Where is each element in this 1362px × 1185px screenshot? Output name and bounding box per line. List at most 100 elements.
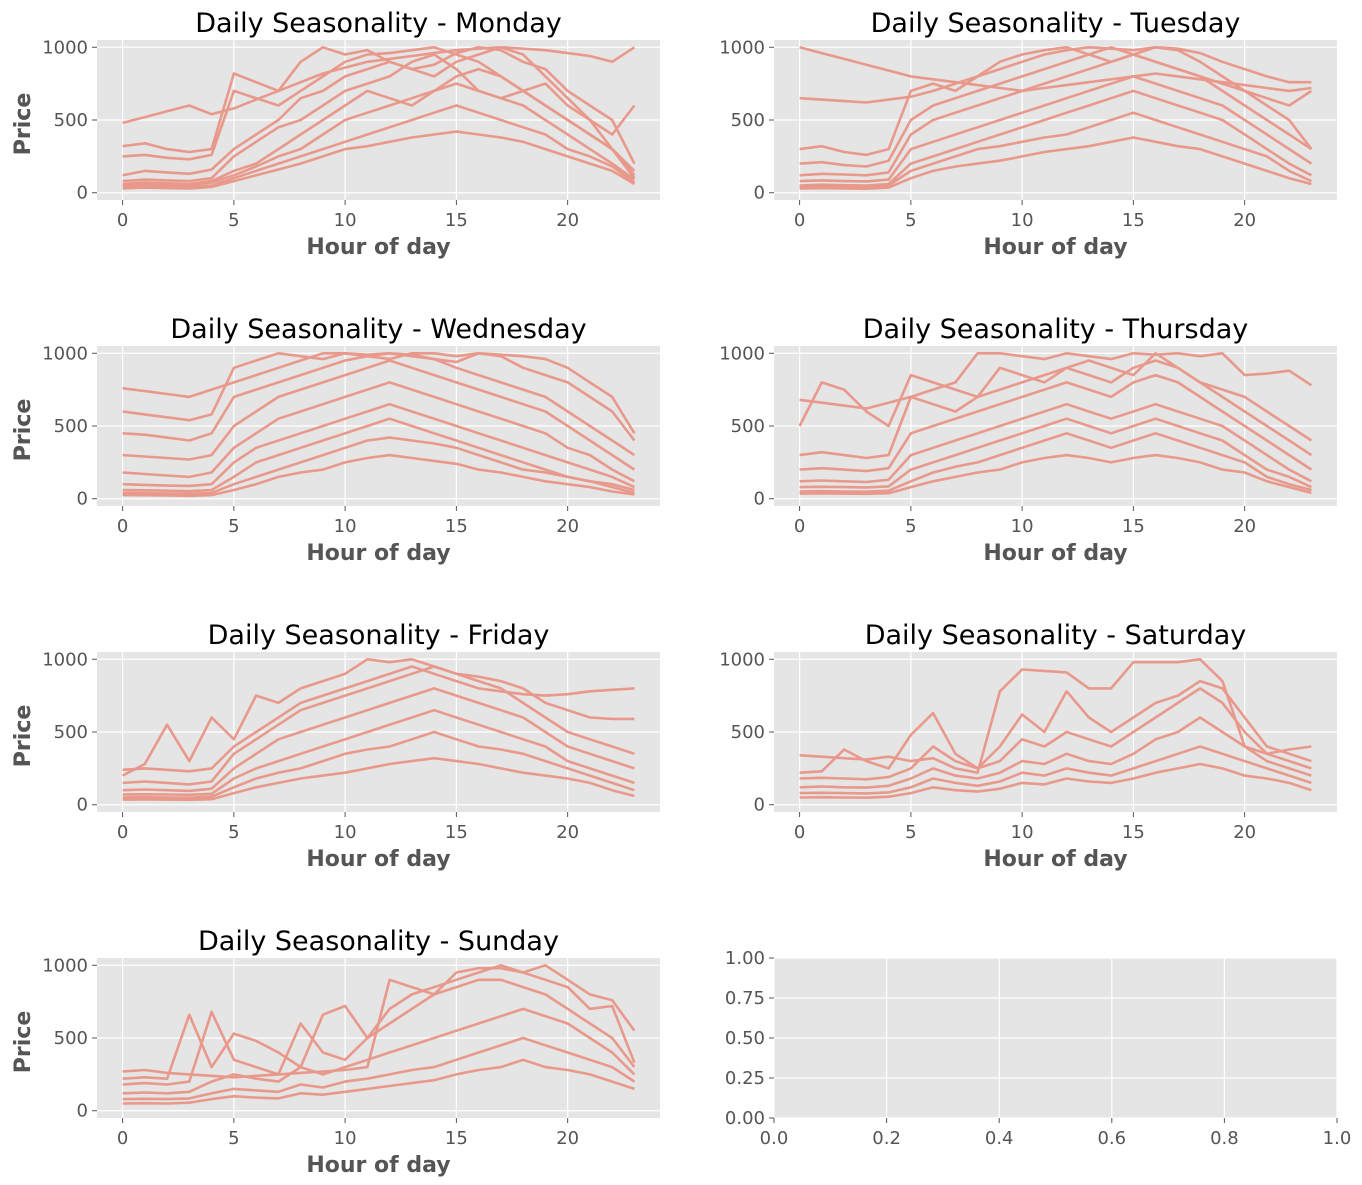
series-line-5 [799,417,1312,489]
series-line-5 [122,1058,635,1105]
subplot-2: 0 5 10 15 20 0 500 1000 Daily Seasonality - Wedn… [11,314,660,566]
subplot-4: 0 5 10 15 20 0 500 1000 Daily Seasonality - Frid… [11,620,660,872]
series-line-7 [799,453,1312,496]
series-line-6 [122,417,635,493]
x-tick-label: 20 [1233,210,1256,231]
y-tick-label: 1000 [719,649,765,670]
y-axis-label: Price [11,93,36,155]
subplot-title: Daily Seasonality - Sunday [198,926,559,957]
series-line-6 [799,432,1312,493]
y-tick-label: 500 [731,722,765,743]
x-tick-label: 15 [1122,516,1145,537]
series-line-7 [122,436,635,496]
y-axis-label: Price [11,399,36,461]
series-group [799,46,1313,190]
x-axis-label: Hour of day [306,847,450,872]
x-tick-label: 0.6 [1097,1128,1126,1149]
x-tick-label: 10 [1011,210,1034,231]
subplot-3: 0 5 10 15 20 0 500 1000 Daily Seasonality - Thur… [11,314,1337,566]
y-tick-label: 0 [754,489,765,510]
y-tick-label: 0.25 [725,1068,765,1089]
x-tick-label: 0.8 [1210,1128,1239,1149]
x-tick-label: 10 [1011,516,1034,537]
subplot-title: Daily Seasonality - Saturday [865,620,1247,651]
x-tick-label: 10 [334,1128,357,1149]
series-line-8 [122,130,636,190]
subplot-title: Daily Seasonality - Thursday [863,314,1248,345]
series-line-0 [122,665,635,773]
x-axis-label: Hour of day [983,847,1127,872]
x-axis-label: Hour of day [306,1153,450,1178]
series-line-4 [122,381,636,483]
x-tick-label: 0 [794,822,805,843]
y-axis-label: Price [11,93,36,155]
x-tick-label: 5 [905,822,916,843]
series-group [122,46,636,190]
y-tick-label: 0 [77,1101,88,1122]
subplot-6: 0 5 10 15 20 0 500 1000 Daily Seasonality - Sund… [11,926,660,1178]
series-line-2 [122,978,636,1086]
x-axis-label: Hour of day [306,235,450,260]
subplot-0: 0 5 10 15 20 0 500 1000 Daily Seasonality - Mond… [11,8,660,260]
series-line-3 [799,373,1313,473]
x-tick-label: 10 [334,822,357,843]
y-axis-label: Price [11,705,36,767]
series-line-0 [799,352,1313,410]
y-tick-label: 1000 [42,343,88,364]
y-axis-label: Price [11,399,36,461]
series-line-5 [122,67,636,186]
y-tick-label: 0 [77,489,88,510]
y-tick-label: 0.75 [725,988,765,1009]
x-tick-label: 1.0 [1323,1128,1352,1149]
x-tick-label: 5 [228,210,239,231]
x-axis-label: Hour of day [983,235,1127,260]
series-line-2 [799,687,1312,781]
x-tick-label: 0 [117,210,128,231]
series-line-4 [122,1036,636,1101]
x-tick-label: 20 [1233,516,1256,537]
y-tick-label: 500 [731,110,765,131]
series-line-0 [122,352,636,434]
y-axis-label: Price [11,1011,36,1073]
series-line-2 [799,359,1313,460]
series-line-1 [799,679,1312,774]
series-line-2 [122,352,636,457]
x-tick-label: 0.0 [760,1128,789,1149]
series-line-1 [121,658,635,777]
series-line-1 [798,352,1313,442]
series-line-3 [122,359,636,471]
series-line-1 [122,46,636,165]
series-line-4 [122,708,635,797]
x-tick-label: 5 [228,516,239,537]
y-tick-label: 0 [77,183,88,204]
subplot-title: Daily Seasonality - Monday [195,8,562,39]
y-tick-label: 1000 [42,649,88,670]
y-tick-label: 1000 [719,37,765,58]
series-line-4 [799,402,1313,484]
series-line-3 [799,716,1312,789]
series-line-7 [799,111,1312,189]
x-tick-label: 15 [445,822,468,843]
y-tick-label: 1000 [719,343,765,364]
series-line-8 [122,453,635,498]
series-line-0 [799,46,1312,93]
y-tick-label: 0.50 [725,1028,765,1049]
y-tick-label: 500 [54,110,88,131]
x-tick-label: 5 [228,822,239,843]
x-tick-label: 0.4 [985,1128,1014,1149]
x-axis-label: Hour of day [983,541,1127,566]
series-group [799,658,1312,799]
series-line-1 [122,964,636,1080]
subplot-7: 0.0 0.2 0.4 0.6 0.8 1.0 0.00 0.25 0.50 0.75 1.00 [725,948,1351,1149]
series-group [122,964,636,1105]
y-tick-label: 1000 [42,955,88,976]
x-tick-label: 5 [905,516,916,537]
series-line-5 [799,75,1313,183]
x-tick-label: 0 [794,516,805,537]
x-tick-label: 0 [117,1128,128,1149]
series-line-2 [122,665,635,786]
series-line-3 [122,687,635,793]
x-tick-label: 15 [445,516,468,537]
series-line-6 [799,89,1313,187]
y-tick-label: 500 [54,416,88,437]
